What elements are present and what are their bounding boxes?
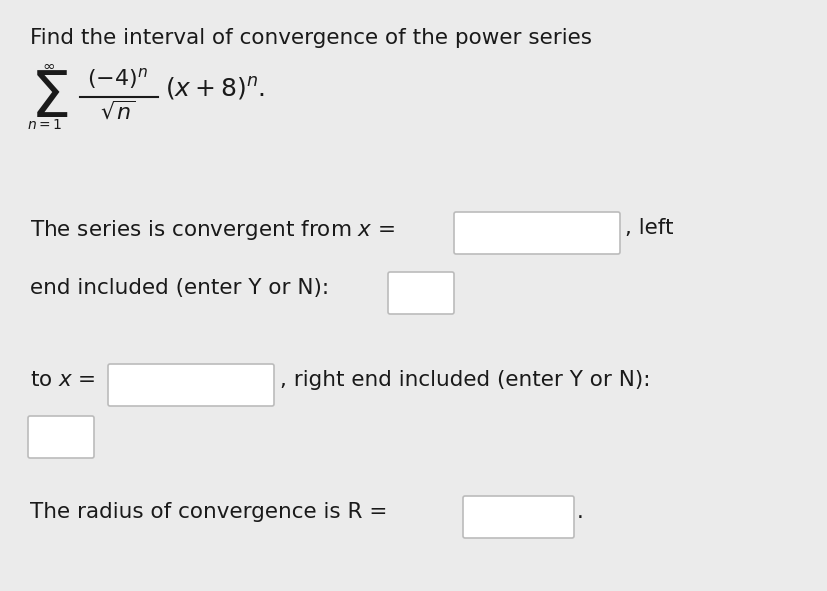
FancyBboxPatch shape bbox=[463, 496, 574, 538]
Text: end included (enter Y or N):: end included (enter Y or N): bbox=[30, 278, 329, 298]
FancyBboxPatch shape bbox=[388, 272, 454, 314]
FancyBboxPatch shape bbox=[108, 364, 274, 406]
FancyBboxPatch shape bbox=[454, 212, 620, 254]
Text: , right end included (enter Y or N):: , right end included (enter Y or N): bbox=[280, 370, 651, 390]
FancyBboxPatch shape bbox=[28, 416, 94, 458]
Text: $\Sigma$: $\Sigma$ bbox=[30, 68, 69, 130]
Text: $\sqrt{n}$: $\sqrt{n}$ bbox=[100, 100, 136, 123]
Text: , left: , left bbox=[625, 218, 673, 238]
Text: $(x + 8)^n.$: $(x + 8)^n.$ bbox=[165, 75, 265, 102]
Text: The series is convergent from $x$ =: The series is convergent from $x$ = bbox=[30, 218, 395, 242]
Text: $\infty$: $\infty$ bbox=[41, 58, 55, 73]
Text: $(-4)^n$: $(-4)^n$ bbox=[88, 66, 149, 91]
Text: The radius of convergence is R =: The radius of convergence is R = bbox=[30, 502, 387, 522]
Text: to $x$ =: to $x$ = bbox=[30, 370, 96, 390]
Text: .: . bbox=[577, 502, 584, 522]
Text: Find the interval of convergence of the power series: Find the interval of convergence of the … bbox=[30, 28, 592, 48]
Text: $n=1$: $n=1$ bbox=[27, 118, 63, 132]
